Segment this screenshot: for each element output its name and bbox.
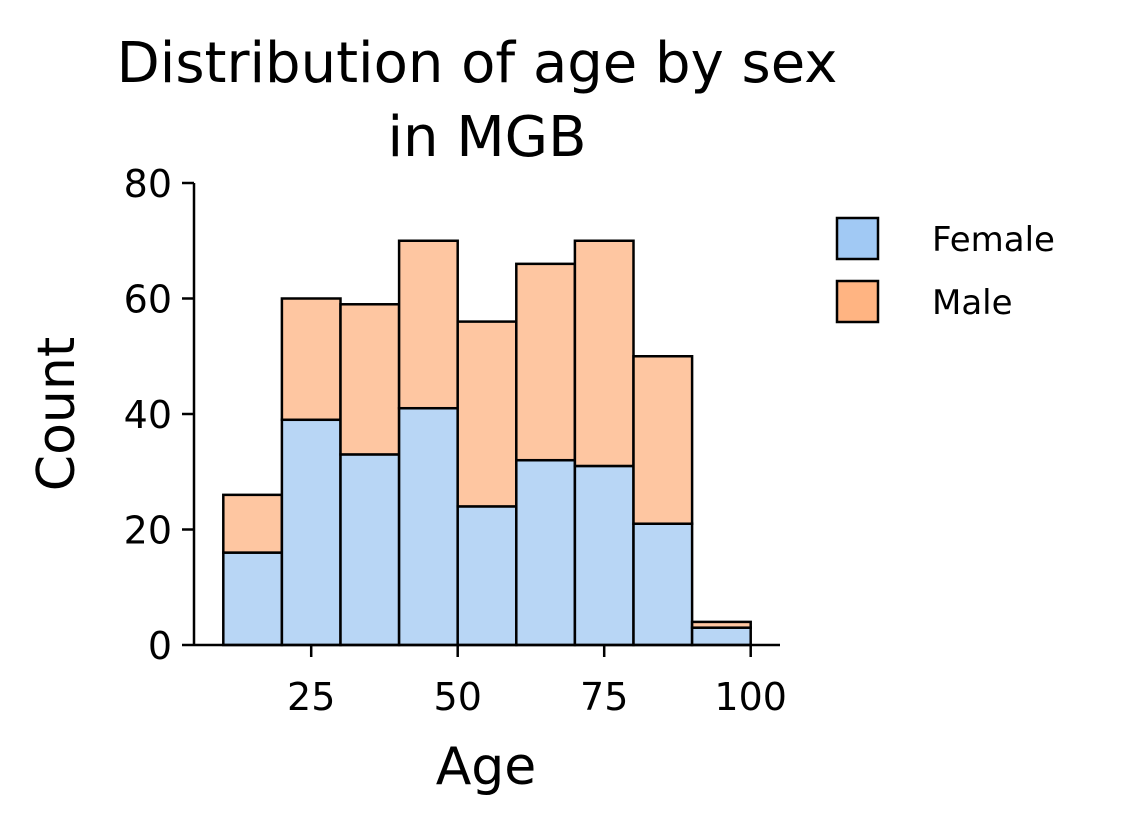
legend-label-male: Male [932, 283, 1013, 323]
chart-title: Distribution of age by sex in MGB [117, 31, 838, 170]
bar-female-40-50 [397, 406, 459, 647]
bar-male-40-50 [397, 239, 459, 410]
bar-female-70-80 [573, 464, 635, 647]
bar-male-70-80 [573, 239, 635, 468]
bar-male-80-90 [632, 355, 694, 525]
y-tick-label-20: 20 [124, 509, 172, 553]
x-axis-label: Age [436, 737, 537, 797]
x-tick-label-50: 50 [434, 675, 482, 719]
bar-female-90-100 [690, 626, 752, 647]
legend: Female Male [835, 216, 1055, 324]
bar-female-20-30 [280, 418, 342, 647]
bar-female-30-40 [339, 453, 401, 647]
bar-male-10-20 [222, 493, 284, 554]
y-tick-label-80: 80 [124, 162, 172, 206]
legend-label-female: Female [932, 220, 1055, 260]
y-tick-label-60: 60 [124, 278, 172, 322]
bar-female-80-90 [632, 522, 694, 647]
legend-swatch-male [835, 279, 880, 324]
x-ticks-group: 25 50 75 100 [287, 645, 787, 719]
x-tick-label-75: 75 [580, 675, 628, 719]
bar-male-20-30 [280, 297, 342, 422]
y-tick-label-40: 40 [124, 393, 172, 437]
bar-male-90-100 [690, 620, 752, 629]
bar-female-50-60 [456, 505, 518, 647]
y-ticks-group: 0 20 40 60 80 [124, 162, 194, 668]
bar-female-10-20 [222, 551, 284, 647]
bar-male-60-70 [515, 262, 577, 462]
bar-male-30-40 [339, 303, 401, 456]
legend-swatch-female [835, 216, 880, 261]
x-tick-label-100: 100 [714, 675, 787, 719]
y-tick-label-0: 0 [148, 624, 172, 668]
x-tick-label-25: 25 [287, 675, 335, 719]
bar-female-60-70 [515, 458, 577, 647]
chart-title-line-1: Distribution of age by sex [117, 31, 838, 96]
y-axis-label: Count [27, 337, 87, 491]
bar-male-50-60 [456, 320, 518, 508]
chart-title-line-2: in MGB [388, 105, 587, 170]
bars-group [222, 239, 752, 647]
